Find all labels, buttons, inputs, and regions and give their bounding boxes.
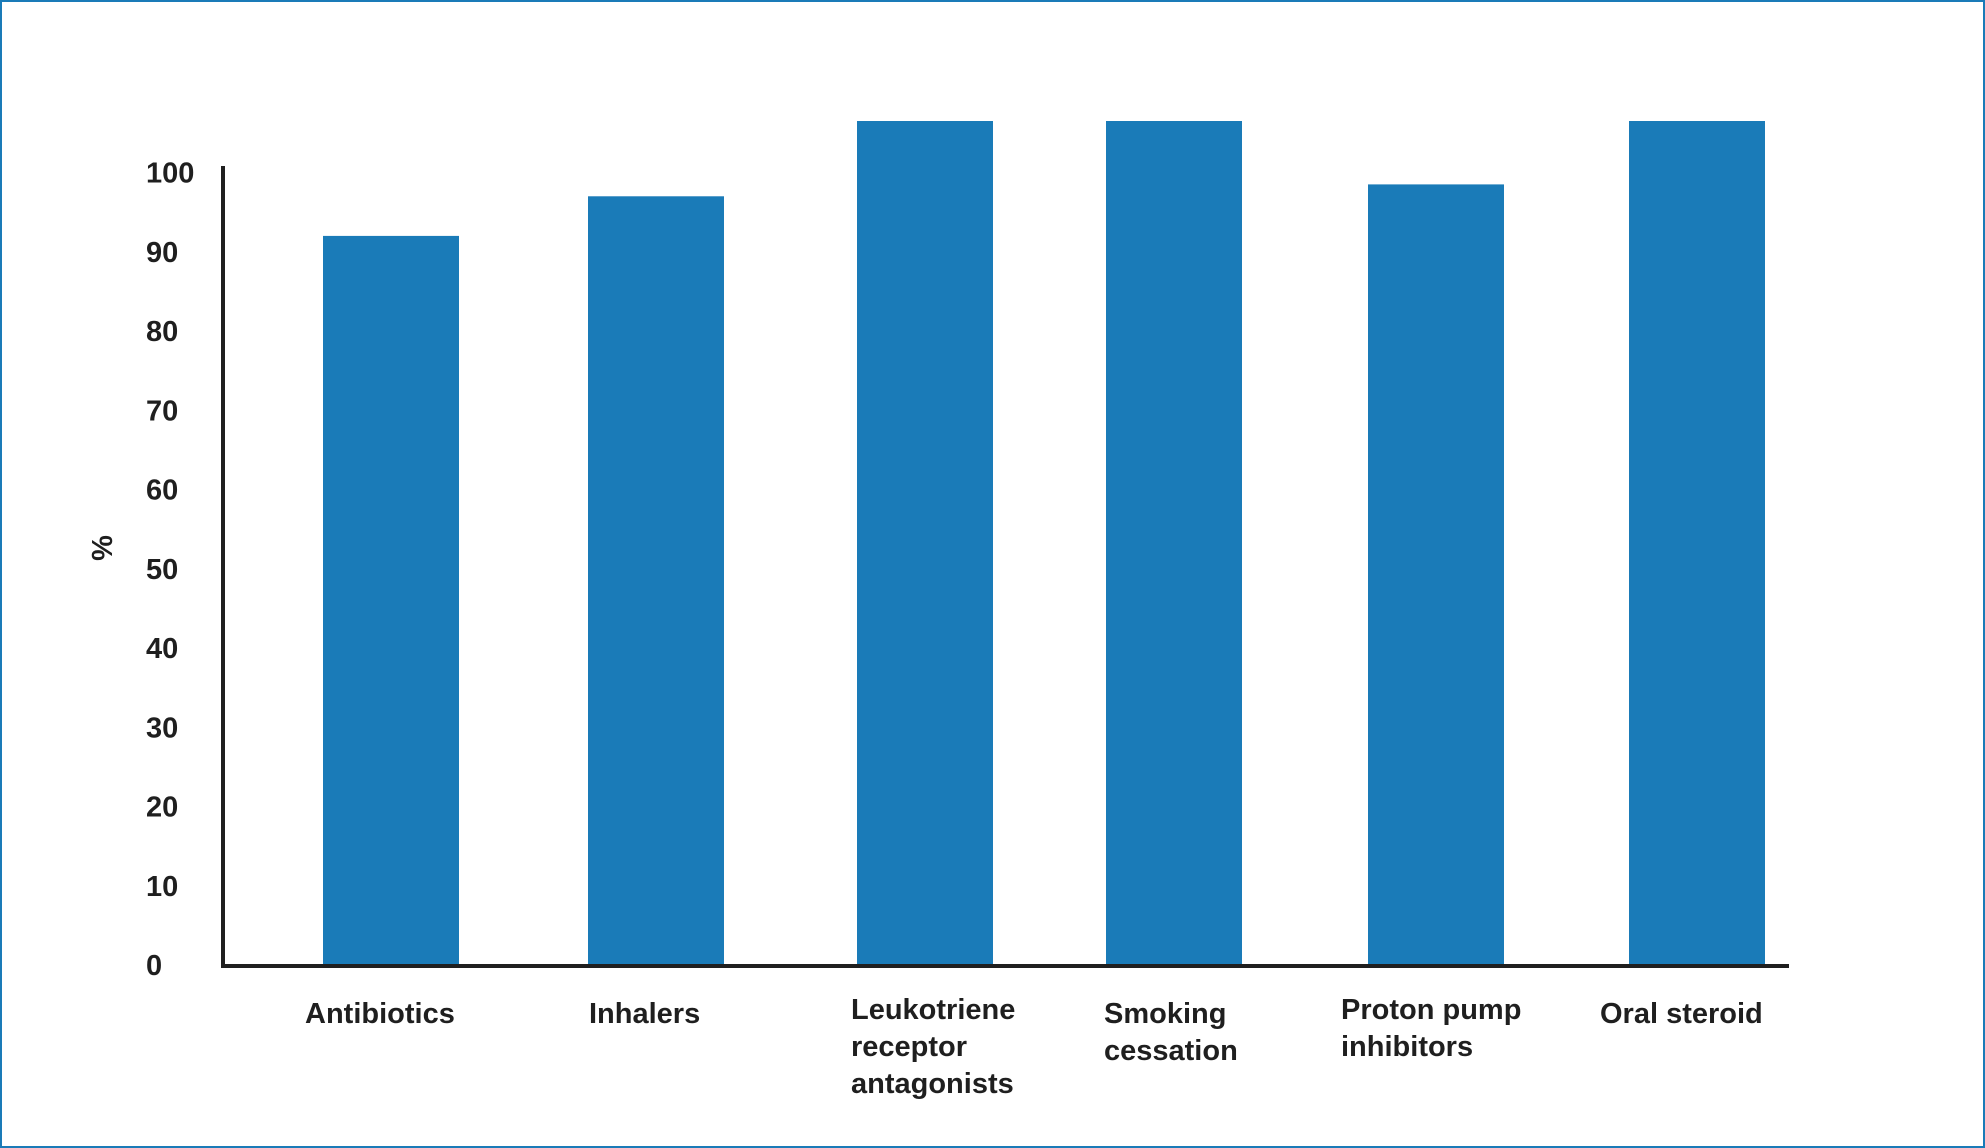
y-axis-title-group: % — [87, 535, 119, 561]
category-label: Antibiotics — [305, 998, 455, 1030]
bar — [857, 121, 993, 965]
y-axis-ticks: 0 10 20 30 40 50 60 70 80 90 100 — [146, 158, 194, 982]
category-label-line: Inhalers — [589, 998, 700, 1030]
y-axis-title: % — [87, 535, 119, 561]
category-label: Inhalers — [589, 998, 700, 1030]
y-tick-label: 70 — [146, 395, 178, 427]
y-tick-label: 20 — [146, 792, 178, 824]
category-label: Proton pump inhibitors — [1341, 994, 1521, 1063]
y-tick-label: 90 — [146, 237, 178, 269]
y-tick-label: 40 — [146, 633, 178, 665]
category-label: Oral steroid — [1600, 998, 1763, 1030]
bar — [323, 235, 459, 966]
category-label: Smoking cessation — [1104, 998, 1238, 1067]
category-label-line: Leukotriene — [851, 994, 1015, 1026]
category-label-line: Antibiotics — [305, 998, 455, 1030]
category-label-line: cessation — [1104, 1035, 1238, 1067]
y-tick-label: 30 — [146, 712, 178, 744]
category-labels: Antibiotics Inhalers Leukotriene receptor an… — [305, 994, 1763, 1100]
y-tick-label: 50 — [146, 554, 178, 586]
y-tick-label: 0 — [146, 950, 162, 982]
y-tick-label: 100 — [146, 158, 194, 190]
y-tick-label: 80 — [146, 316, 178, 348]
category-label-line: Smoking — [1104, 998, 1226, 1030]
y-tick-label: 60 — [146, 475, 178, 507]
bar — [1629, 121, 1765, 965]
category-label-line: antagonists — [851, 1068, 1014, 1100]
bars — [323, 121, 1765, 966]
y-tick-label: 10 — [146, 871, 178, 903]
category-label-line: Proton pump — [1341, 994, 1521, 1026]
bar — [588, 196, 724, 966]
category-label-line: Oral steroid — [1600, 998, 1763, 1030]
category-label: Leukotriene receptor antagonists — [851, 994, 1015, 1100]
bar — [1368, 184, 1504, 966]
category-label-line: receptor — [851, 1031, 967, 1063]
category-label-line: inhibitors — [1341, 1031, 1473, 1063]
bar — [1106, 121, 1242, 965]
axes — [221, 166, 1789, 968]
